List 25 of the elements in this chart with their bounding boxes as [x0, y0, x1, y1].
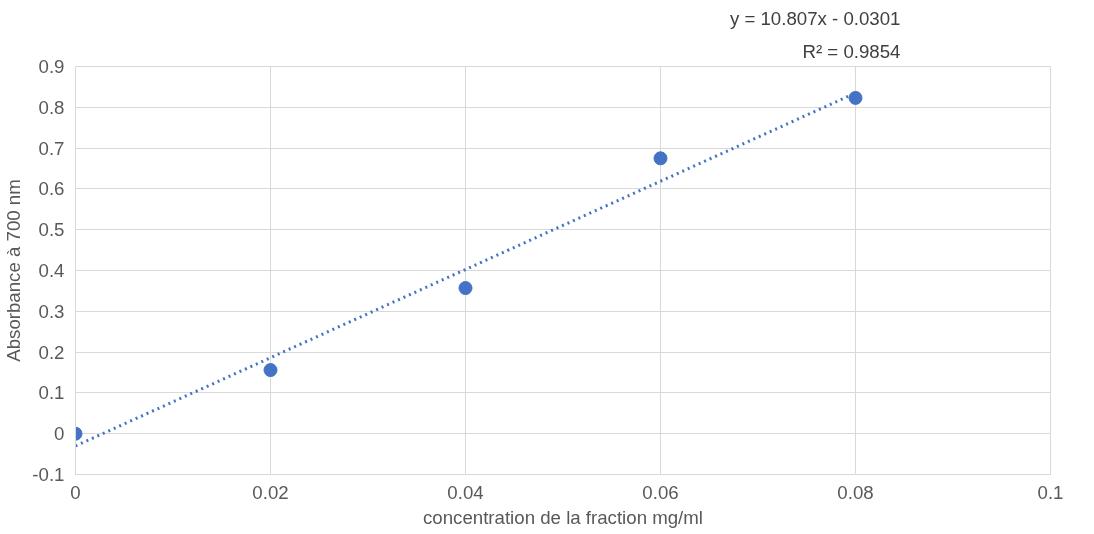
y-tick-label: -0.1 — [32, 464, 65, 485]
point — [263, 363, 278, 378]
point — [458, 281, 473, 296]
x-tick-label: 0.1 — [1037, 481, 1064, 503]
y-tick-label: 0.9 — [38, 56, 65, 77]
point — [848, 90, 863, 105]
y-tick-label: 0.1 — [38, 382, 65, 404]
text: y = 10.807x - 0.0301 — [729, 7, 901, 29]
y-tick-label: 0.2 — [38, 341, 65, 363]
x-tick-label: 0.02 — [252, 481, 289, 503]
y-tick-label: 0.5 — [38, 219, 65, 241]
y-tick-label: 0.3 — [38, 300, 65, 322]
y-tick-label: 0.8 — [38, 96, 65, 118]
y-tick-label: 0.7 — [38, 137, 65, 159]
y-tick-label: 0.4 — [38, 260, 65, 281]
x-tick-label: 0.06 — [642, 481, 679, 503]
point — [653, 151, 668, 166]
text: R² = 0.9854 — [802, 40, 901, 62]
y-tick-label: 0.6 — [38, 178, 65, 200]
y-axis-title: Absorbance à 700 nm — [3, 179, 25, 362]
x-tick-label: 0.04 — [447, 481, 484, 503]
x-tick-label: 0 — [70, 481, 81, 503]
x-tick-label: 0.08 — [837, 481, 874, 503]
x-axis-title: concentration de la fraction mg/ml — [423, 506, 703, 528]
y-tick-label: 0 — [54, 423, 65, 445]
